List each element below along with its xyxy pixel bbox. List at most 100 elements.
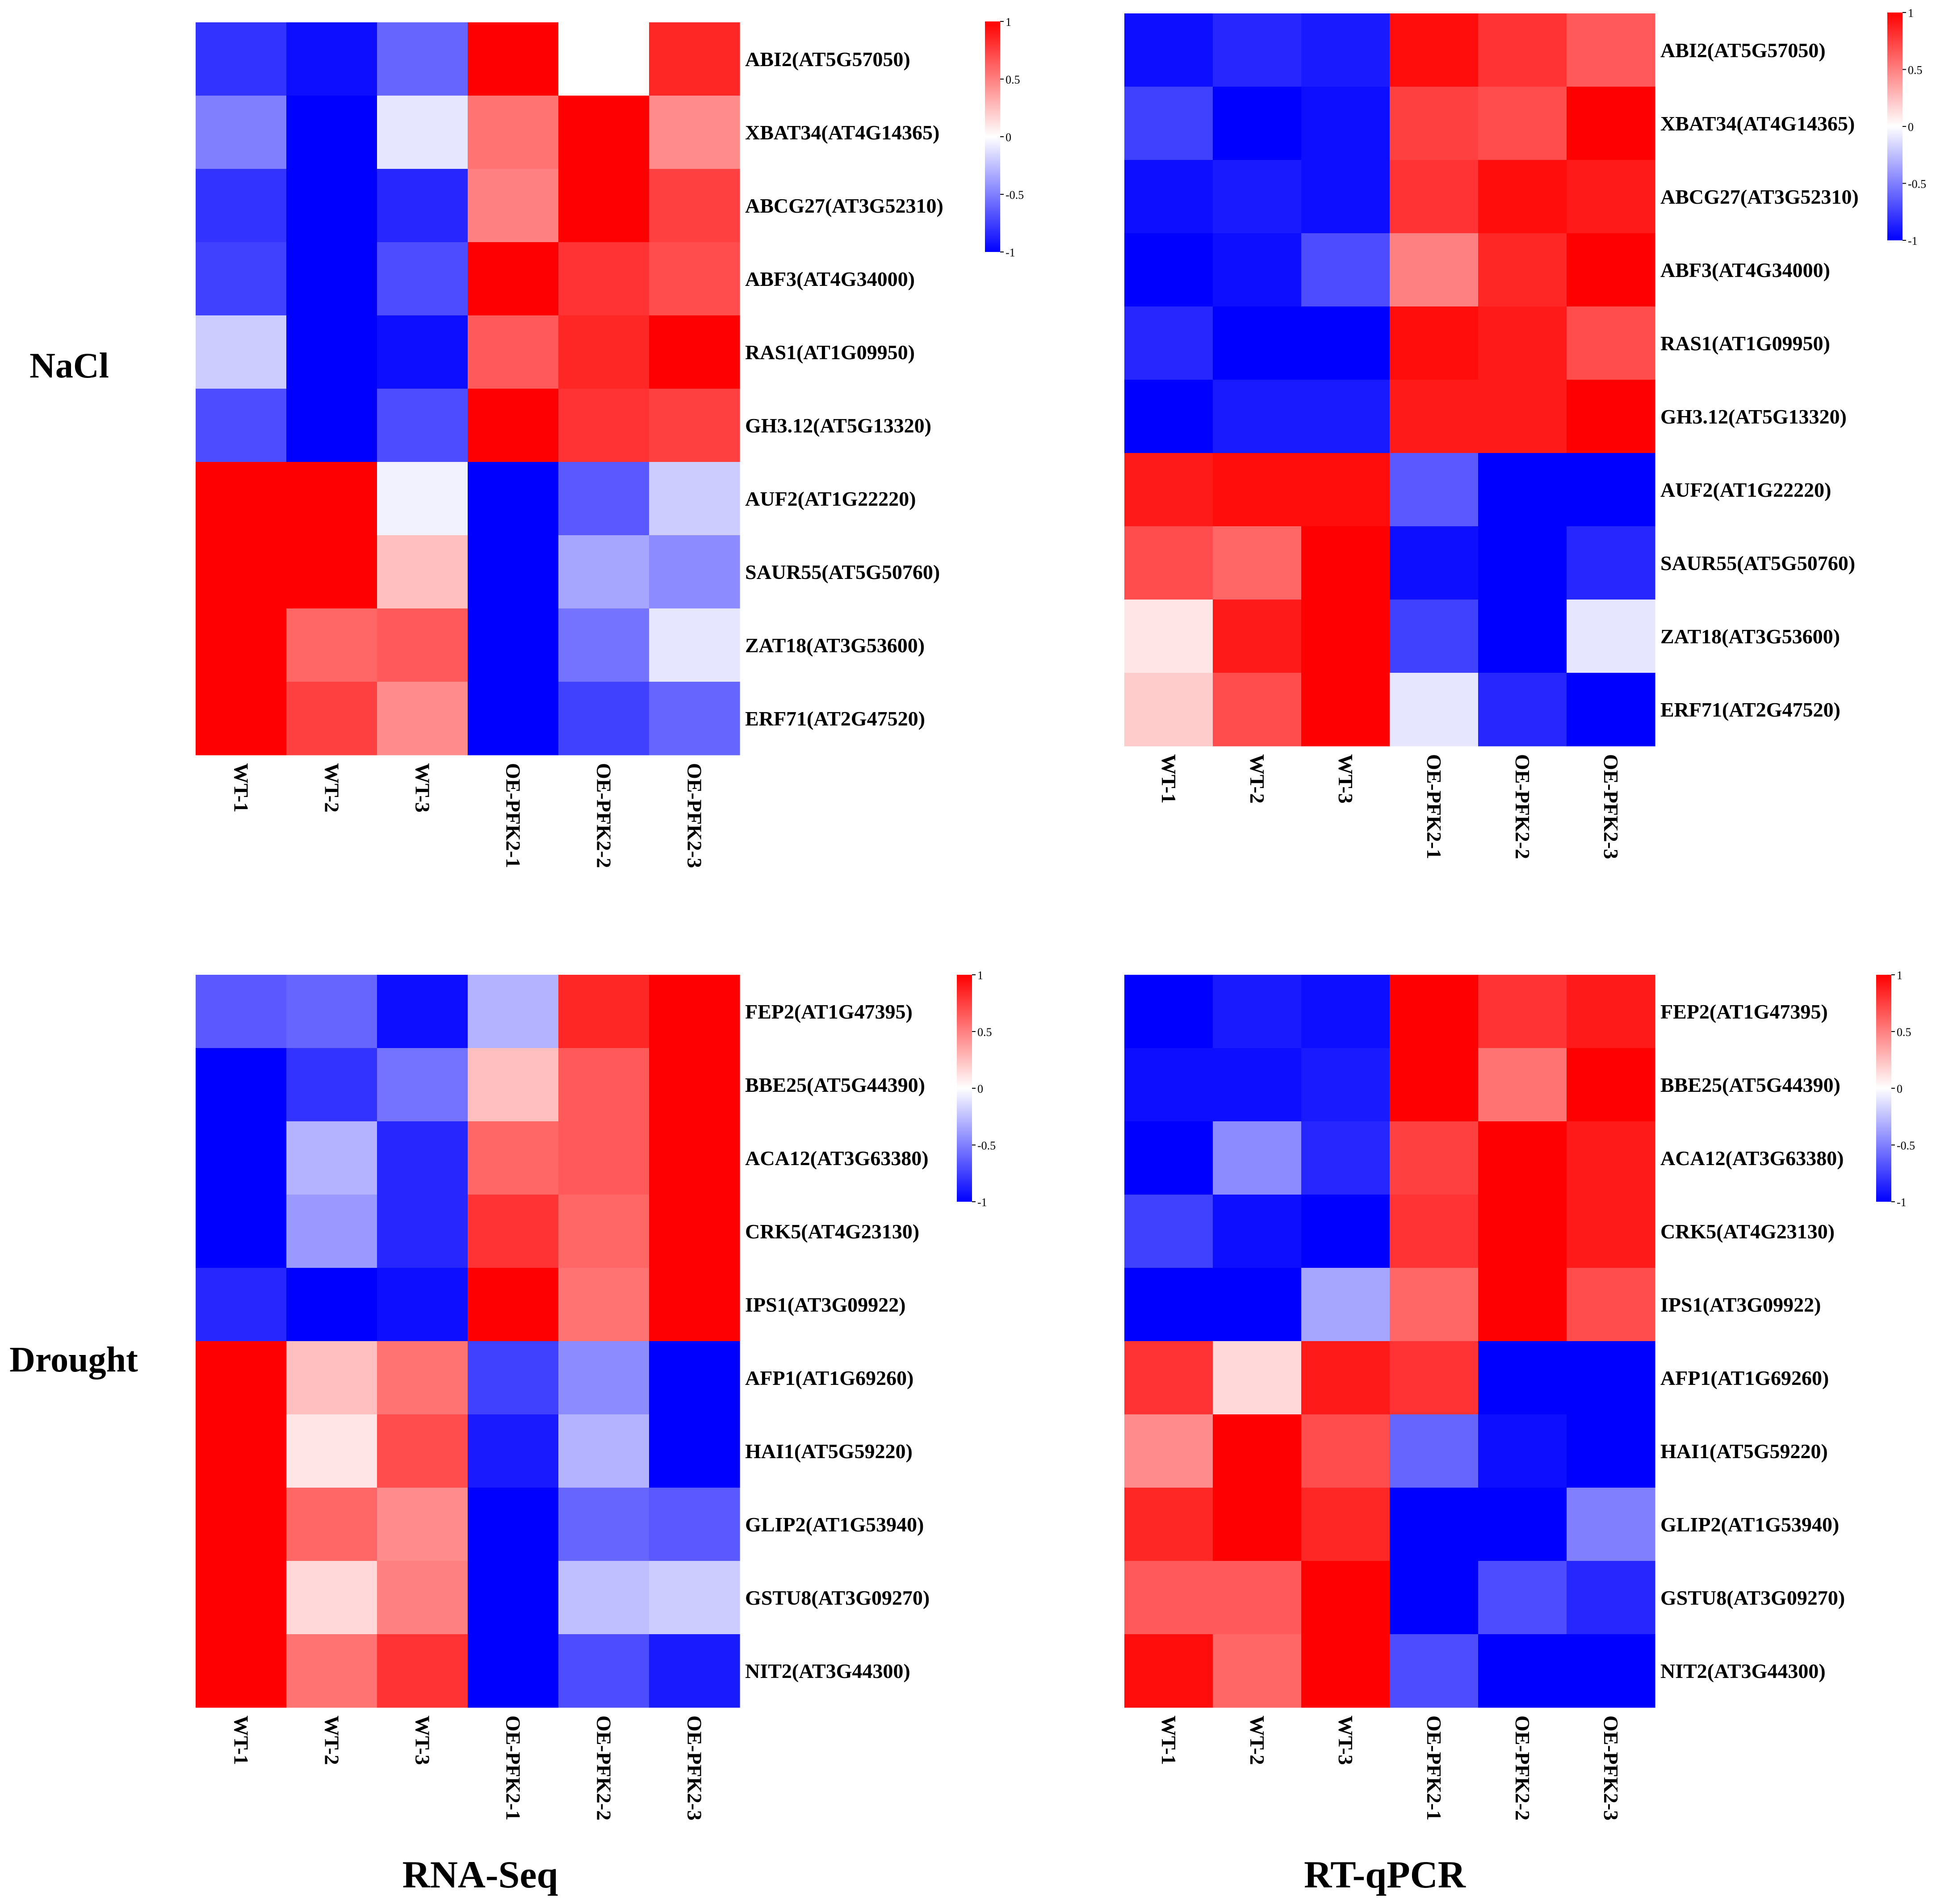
heatmap-cell	[1124, 13, 1213, 87]
sample-label: WT-1	[1157, 1715, 1180, 1765]
sample-label: WT-3	[411, 1715, 434, 1765]
heatmap-cell	[468, 1488, 559, 1561]
colorbar-tick-label: 0	[1908, 121, 1914, 134]
heatmap-cell	[558, 96, 650, 169]
heatmap-cell	[1390, 1634, 1479, 1708]
heatmap-cell	[1478, 975, 1567, 1048]
sample-label: OE-PFK2-2	[593, 763, 616, 868]
heatmap-cell	[377, 169, 468, 243]
heatmap-cell	[1213, 975, 1302, 1048]
heatmap-cell	[377, 1488, 468, 1561]
gene-label: HAI1(AT5G59220)	[745, 1440, 913, 1463]
heatmap-cell	[1478, 306, 1567, 380]
heatmap-cell	[1213, 1195, 1302, 1268]
heatmap-cell	[649, 1634, 740, 1708]
heatmap-cell	[377, 535, 468, 609]
heatmap-cell	[1124, 1048, 1213, 1122]
heatmap-cell	[558, 389, 650, 462]
heatmap-cell	[196, 1414, 287, 1488]
heatmap-cell	[1124, 380, 1213, 453]
heatmap-cell	[1301, 673, 1390, 747]
heatmap-cell	[1301, 1488, 1390, 1561]
heatmap-cell	[1124, 160, 1213, 234]
heatmap-cell	[196, 462, 287, 536]
heatmap-cell	[1213, 453, 1302, 527]
heatmap-cell	[1124, 1634, 1213, 1708]
colorbar-tick-label: -1	[1897, 1196, 1907, 1209]
heatmap-cell	[286, 1488, 377, 1561]
gene-label: ACA12(AT3G63380)	[745, 1147, 929, 1170]
heatmap-cell	[1478, 1121, 1567, 1195]
sample-label: OE-PFK2-1	[1423, 754, 1446, 859]
sample-label: WT-2	[1246, 754, 1269, 804]
heatmap-cell	[286, 535, 377, 609]
colorbar-tick-label: -0.5	[1897, 1139, 1915, 1152]
sample-label: OE-PFK2-2	[1511, 1715, 1534, 1820]
col-label-rtqpcr: RT-qPCR	[1304, 1853, 1466, 1896]
colorbar	[1887, 13, 1902, 240]
sample-label: OE-PFK2-1	[1423, 1715, 1446, 1820]
sample-label: WT-2	[1246, 1715, 1269, 1765]
sample-label: WT-3	[1334, 1715, 1357, 1765]
heatmap-cell	[1478, 1268, 1567, 1342]
heatmap-cell	[286, 1341, 377, 1415]
heatmap-cell	[558, 682, 650, 755]
sample-label: OE-PFK2-3	[1600, 1715, 1622, 1820]
row-label-drought: Drought	[9, 1340, 138, 1380]
heatmap-cell	[468, 1048, 559, 1122]
gene-label: ERF71(AT2G47520)	[745, 707, 925, 730]
heatmap-cell	[649, 1048, 740, 1122]
heatmap-cell	[649, 242, 740, 316]
colorbar-tick-label: 0.5	[1908, 64, 1923, 77]
gene-label: GLIP2(AT1G53940)	[1660, 1513, 1839, 1536]
gene-label: XBAT34(AT4G14365)	[1660, 112, 1855, 135]
heatmap-cell	[1567, 380, 1655, 453]
colorbar-tick-label: -0.5	[977, 1139, 996, 1152]
heatmap-cell	[558, 535, 650, 609]
heatmap-cell	[649, 462, 740, 536]
heatmap-cell	[377, 242, 468, 316]
heatmap-cell	[468, 975, 559, 1048]
heatmap-cell	[196, 1341, 287, 1415]
heatmap-cell	[1213, 380, 1302, 453]
gene-label: IPS1(AT3G09922)	[745, 1293, 906, 1316]
heatmap-cell	[1301, 13, 1390, 87]
heatmap-cell	[377, 96, 468, 169]
heatmap-cell	[286, 608, 377, 682]
heatmap-cell	[1301, 160, 1390, 234]
gene-label: CRK5(AT4G23130)	[745, 1220, 919, 1243]
heatmap-cell	[1124, 1341, 1213, 1415]
heatmap-cell	[1390, 1268, 1479, 1342]
row-label-nacl: NaCl	[29, 346, 109, 386]
heatmap-cell	[1390, 13, 1479, 87]
heatmap-cell	[196, 1488, 287, 1561]
heatmap-cell	[286, 242, 377, 316]
heatmap-cell	[1567, 1121, 1655, 1195]
heatmap-cell	[1390, 233, 1479, 307]
sample-label: OE-PFK2-2	[1511, 754, 1534, 859]
heatmap-cell	[1390, 1048, 1479, 1122]
heatmap-cell	[377, 1561, 468, 1635]
col-label-rnaseq: RNA-Seq	[402, 1853, 558, 1896]
heatmap-cell	[1213, 1561, 1302, 1635]
heatmap-cell	[1478, 1341, 1567, 1415]
heatmap-cell	[558, 608, 650, 682]
colorbar-tick-label: 1	[1897, 969, 1902, 982]
heatmap-cell	[1301, 975, 1390, 1048]
heatmap-cell	[649, 96, 740, 169]
heatmap-cell	[468, 1268, 559, 1342]
colorbar-tick-label: 1	[1908, 7, 1914, 20]
heatmap-cell	[286, 1048, 377, 1122]
heatmap-cell	[1390, 600, 1479, 673]
heatmap-cell	[196, 1634, 287, 1708]
heatmap-cell	[1301, 1634, 1390, 1708]
colorbar-tick-label: 1	[1006, 16, 1011, 29]
heatmap-cell	[1213, 526, 1302, 600]
heatmap-cell	[649, 1195, 740, 1268]
heatmap-cell	[1567, 526, 1655, 600]
heatmap-cell	[1390, 1414, 1479, 1488]
heatmap-cell	[468, 1634, 559, 1708]
heatmap-cell	[649, 535, 740, 609]
gene-label: ZAT18(AT3G53600)	[1660, 625, 1840, 648]
heatmap-cell	[1390, 673, 1479, 747]
